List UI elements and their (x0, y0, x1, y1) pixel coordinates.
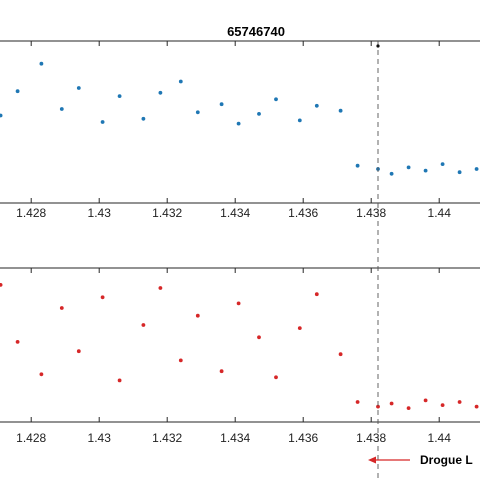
bottom-data-point (297, 326, 302, 330)
top-data-point (257, 112, 261, 116)
drogue-annotation: Drogue L (420, 453, 473, 467)
bottom-data-point (0, 283, 3, 287)
bottom-data-point (219, 369, 224, 374)
top-data-point (195, 110, 200, 115)
bottom-data-point (15, 340, 20, 344)
top-data-point (158, 90, 163, 95)
bottom-data-point (158, 286, 163, 290)
bottom-x-tick-label: 1.44 (428, 431, 452, 445)
top-data-point (338, 108, 343, 113)
bottom-x-tick-label: 1.43 (88, 431, 112, 445)
top-data-point (314, 103, 319, 108)
top-x-tick-label: 1.432 (152, 206, 182, 220)
top-data-point (236, 121, 241, 126)
bottom-data-point (338, 352, 343, 357)
top-data-point (423, 168, 428, 173)
bottom-data-point (141, 323, 146, 327)
bottom-x-tick-label: 1.432 (152, 431, 182, 445)
bottom-x-tick-label: 1.438 (356, 431, 386, 445)
top-data-point (440, 162, 445, 167)
bottom-data-point (457, 400, 462, 404)
top-data-point (141, 116, 146, 121)
top-data-point (0, 113, 3, 118)
top-x-tick-label: 1.438 (356, 206, 386, 220)
top-data-point (474, 167, 479, 171)
top-data-point (457, 170, 462, 175)
bottom-data-point (389, 401, 394, 406)
top-scatter-points (0, 61, 479, 176)
top-data-point (39, 61, 44, 66)
drogue-event-dot (376, 44, 380, 48)
top-data-point (274, 97, 278, 102)
top-x-tick-label: 1.434 (220, 206, 250, 220)
bottom-x-tick-label: 1.434 (220, 431, 250, 445)
top-data-point (76, 86, 81, 90)
drogue-arrow-head (368, 456, 376, 464)
chart-title: 65746740 (227, 24, 285, 39)
bottom-x-tick-label: 1.428 (16, 431, 46, 445)
bottom-x-ticks: 1.428 1.43 1.432 1.434 1.436 1.438 1.44 (16, 268, 451, 445)
bottom-data-point (314, 292, 319, 297)
bottom-data-point (39, 372, 44, 377)
bottom-data-point (474, 404, 479, 409)
bottom-data-point (236, 301, 241, 306)
top-data-point (219, 102, 224, 107)
bottom-data-point (355, 400, 360, 404)
top-x-tick-label: 1.44 (428, 206, 452, 220)
top-data-point (15, 89, 20, 94)
bottom-data-point (76, 349, 81, 354)
bottom-data-point (376, 404, 380, 409)
top-data-point (59, 107, 64, 111)
bottom-data-point (406, 406, 411, 410)
top-x-ticks: 1.428 1.43 1.432 1.434 1.436 1.438 1.44 (16, 41, 451, 220)
bottom-data-point (117, 378, 122, 383)
bottom-data-point (423, 398, 428, 403)
top-data-point (406, 165, 411, 170)
bottom-data-point (100, 295, 105, 300)
bottom-data-point (274, 375, 278, 380)
top-data-point (389, 171, 394, 176)
top-data-point (178, 79, 183, 84)
top-x-tick-label: 1.436 (288, 206, 318, 220)
bottom-scatter-points (0, 283, 479, 410)
bottom-data-point (440, 403, 445, 407)
top-data-point (100, 120, 105, 124)
top-x-tick-label: 1.428 (16, 206, 46, 220)
top-data-point (355, 163, 360, 168)
bottom-data-point (178, 358, 183, 363)
top-data-point (297, 118, 302, 123)
bottom-data-point (195, 313, 200, 318)
top-x-tick-label: 1.43 (88, 206, 112, 220)
bottom-x-tick-label: 1.436 (288, 431, 318, 445)
bottom-data-point (59, 306, 64, 310)
top-data-point (117, 94, 122, 98)
bottom-data-point (257, 335, 261, 340)
